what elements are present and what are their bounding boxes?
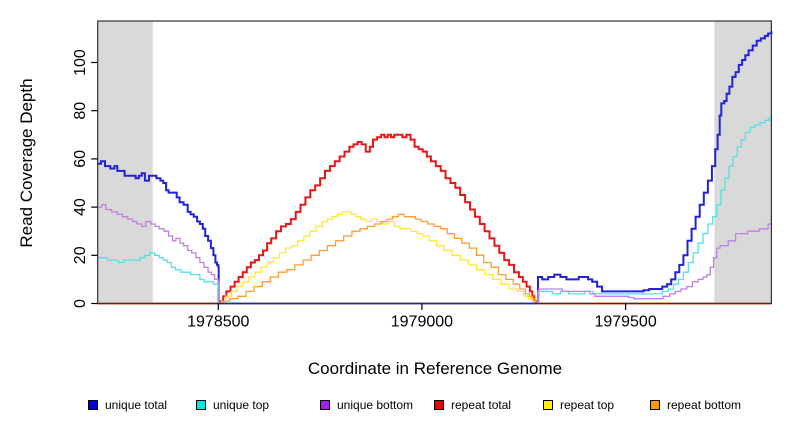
legend-item-repeat-total: repeat total — [434, 398, 511, 412]
y-tick-label: 60 — [72, 150, 89, 168]
y-tick-label: 100 — [72, 49, 89, 76]
legend-label: repeat top — [560, 398, 615, 412]
y-tick-label: 40 — [72, 198, 89, 216]
unique-total-swatch-icon — [88, 400, 98, 410]
legend-label: repeat total — [451, 398, 512, 412]
legend: unique total unique top unique bottom re… — [0, 398, 792, 416]
x-axis-title: Coordinate in Reference Genome — [307, 359, 563, 378]
legend-label: unique bottom — [337, 398, 414, 412]
repeat-bottom-swatch-icon — [650, 400, 660, 410]
x-tick-label: 1979500 — [594, 314, 656, 331]
legend-item-repeat-top: repeat top — [543, 398, 614, 412]
plot-box — [97, 20, 773, 305]
y-tick-label: 20 — [72, 246, 89, 264]
x-tick-label: 1979000 — [391, 314, 453, 331]
x-tick-label: 1978500 — [187, 314, 249, 331]
series-line-unique-total — [97, 31, 773, 305]
repeat-total-swatch-icon — [434, 400, 444, 410]
legend-label: unique top — [213, 398, 270, 412]
y-tick-label: 0 — [72, 299, 89, 308]
repeat-top-swatch-icon — [543, 400, 553, 410]
series-line-unique-top — [97, 115, 773, 305]
unique-bottom-swatch-icon — [320, 400, 330, 410]
series-line-repeat-total — [97, 133, 772, 305]
legend-label: repeat bottom — [667, 398, 742, 412]
shaded-region — [714, 21, 772, 304]
legend-item-unique-top: unique top — [196, 398, 269, 412]
y-tick-label: 80 — [72, 102, 89, 120]
y-axis-title: Read Coverage Depth — [17, 78, 36, 248]
legend-item-unique-total: unique total — [88, 398, 167, 412]
legend-item-unique-bottom: unique bottom — [320, 398, 413, 412]
legend-label: unique total — [105, 398, 168, 412]
series-line-repeat-bottom — [97, 213, 772, 305]
shaded-region — [97, 21, 153, 304]
legend-item-repeat-bottom: repeat bottom — [650, 398, 741, 412]
series-line-repeat-top — [97, 211, 772, 305]
unique-top-swatch-icon — [196, 400, 206, 410]
